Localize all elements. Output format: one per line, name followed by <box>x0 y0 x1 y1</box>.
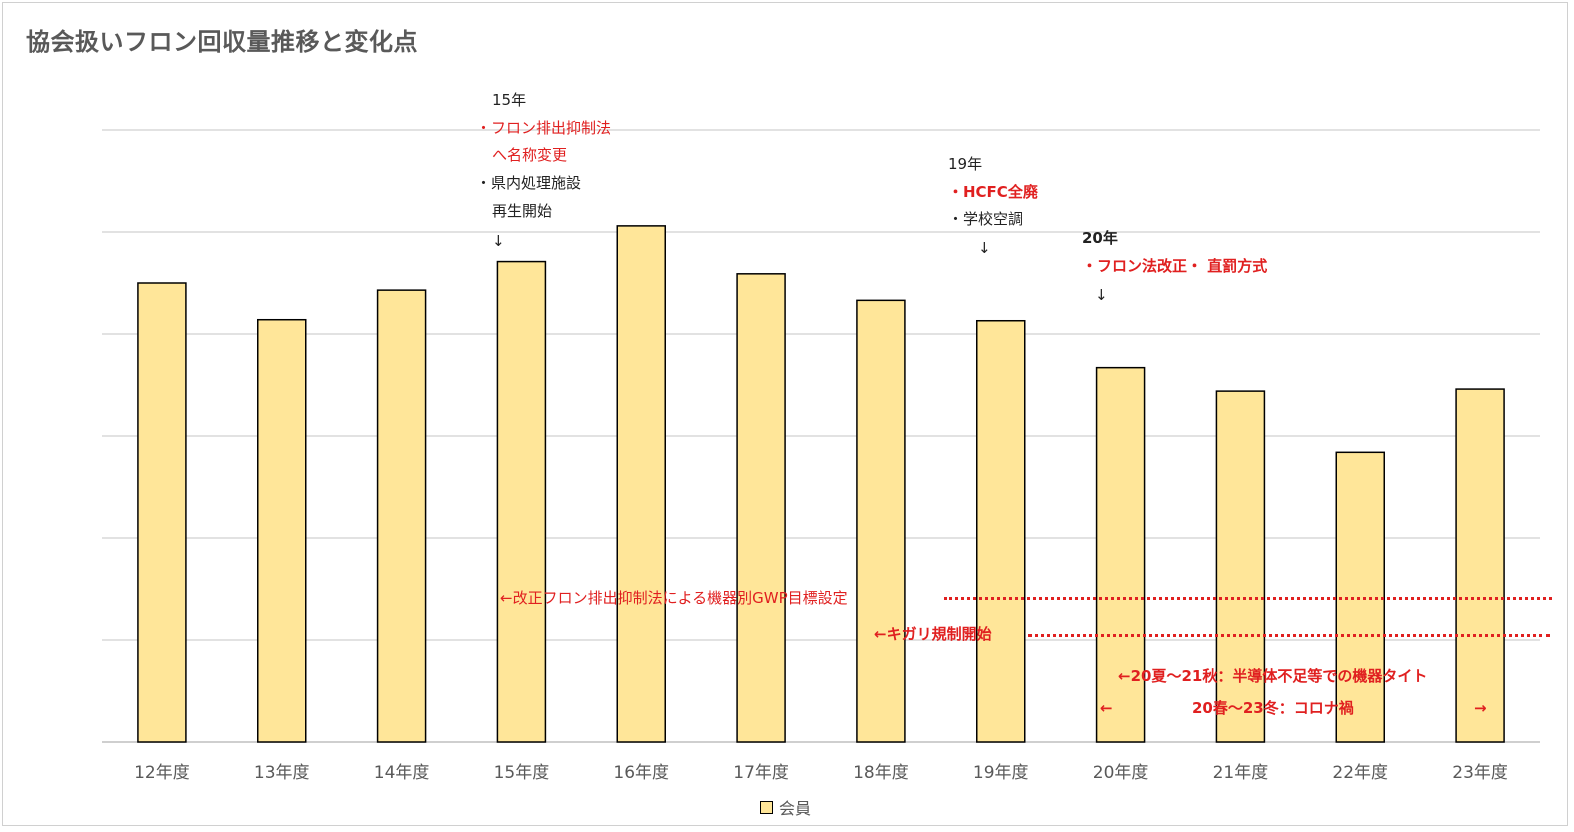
chart-legend: 会員 <box>760 795 811 819</box>
annotation-kigari: ←キガリ規制開始 <box>874 625 992 643</box>
bar-15年度 <box>496 260 547 743</box>
annotation-corona: 20春～23冬：コロナ禍 <box>1192 699 1354 717</box>
x-tick-label: 18年度 <box>853 763 909 783</box>
x-tick-label: 20年度 <box>1093 763 1149 783</box>
annotation-15-line3: ・県内処理施設 <box>476 174 582 192</box>
x-tick-label: 14年度 <box>374 763 430 783</box>
annotation-15-line1: ・フロン排出抑制法 <box>476 119 612 137</box>
annotation-corona-right-arrow: → <box>1474 699 1487 717</box>
annotation-20-arrow: ↓ <box>1095 286 1108 304</box>
x-tick-label: 22年度 <box>1332 763 1388 783</box>
bar-12年度 <box>137 282 187 743</box>
x-tick-label: 13年度 <box>254 763 310 783</box>
legend-label: 会員 <box>779 799 812 818</box>
chart-title: 協会扱いフロン回収量推移と変化点 <box>26 28 418 56</box>
annotation-20-year: 20年 <box>1082 229 1118 247</box>
annotation-semiconductor: ←20夏～21秋：半導体不足等での機器タイト <box>1118 667 1428 685</box>
x-tick-label: 12年度 <box>134 763 190 783</box>
legend-swatch <box>760 800 773 814</box>
annotation-gwp: ←改正フロン排出抑制法による機器別GWP目標設定 <box>500 589 848 607</box>
annotation-15-year: 15年 <box>492 91 527 109</box>
bar-19年度 <box>976 319 1026 743</box>
bar-21年度 <box>1215 390 1266 743</box>
annotation-15-line2: へ名称変更 <box>492 146 568 164</box>
annotation-19-line2: ・学校空調 <box>948 210 1024 228</box>
bar-18年度 <box>856 299 906 743</box>
annotation-corona-left-arrow: ← <box>1100 699 1113 717</box>
bar-20年度 <box>1095 366 1146 743</box>
x-tick-label: 16年度 <box>613 763 669 783</box>
bar-14年度 <box>376 289 427 743</box>
annotation-19-year: 19年 <box>948 155 983 173</box>
x-tick-label: 19年度 <box>973 763 1029 783</box>
bar-23年度 <box>1455 388 1505 743</box>
annotation-20-line1: ・フロン法改正・ 直罰方式 <box>1082 257 1268 275</box>
kigari-dotted-line <box>1028 634 1550 637</box>
annotation-15-line4: 再生開始 <box>492 202 553 220</box>
annotation-19-line1: ・HCFC全廃 <box>948 183 1038 201</box>
bar-17年度 <box>736 273 786 743</box>
bar-16年度 <box>616 225 666 743</box>
x-tick-label: 21年度 <box>1213 763 1269 783</box>
bar-13年度 <box>257 318 307 743</box>
annotation-15-arrow: ↓ <box>492 232 505 250</box>
x-tick-label: 17年度 <box>733 763 789 783</box>
gwp-dotted-line <box>944 597 1552 600</box>
annotation-19-arrow: ↓ <box>978 239 991 257</box>
x-tick-label: 15年度 <box>494 763 550 783</box>
x-tick-label: 23年度 <box>1452 763 1508 783</box>
